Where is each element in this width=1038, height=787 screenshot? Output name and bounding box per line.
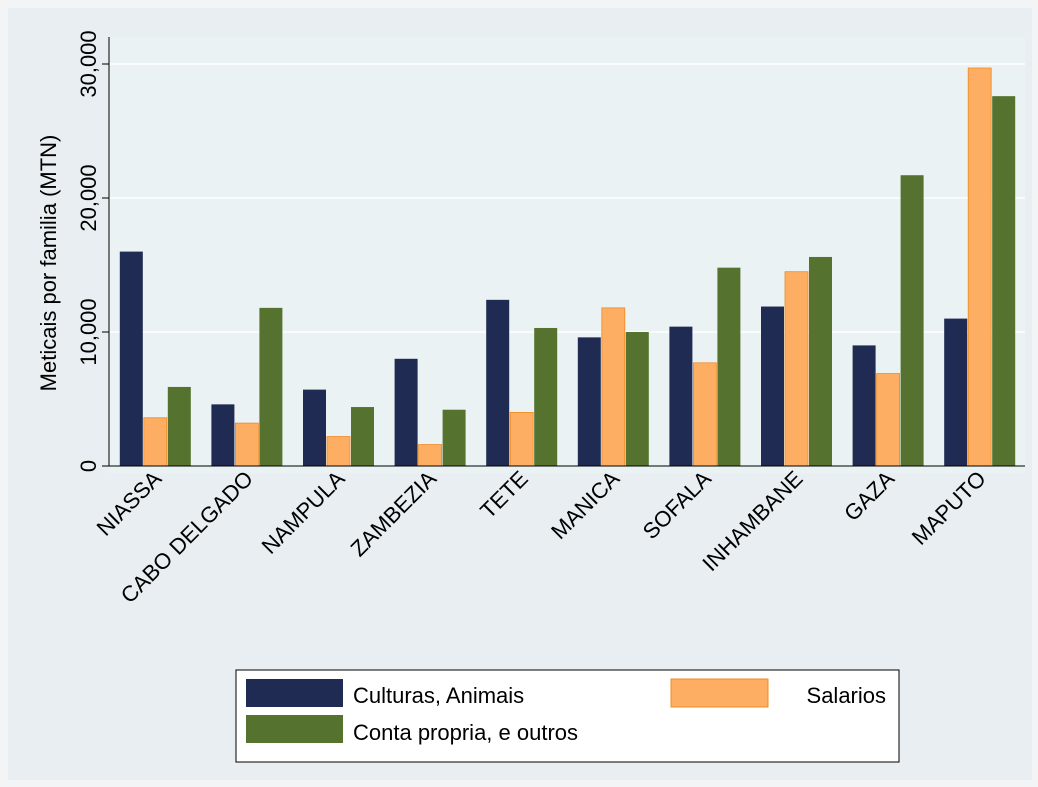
legend-box	[235, 669, 900, 763]
chart-frame: 0 10,000 20,000 30,000 NIASSA CABO DELGADO NA…	[8, 8, 1032, 780]
legend-label: Conta propria, e outros	[353, 720, 578, 745]
bar	[876, 373, 900, 467]
bar	[394, 358, 418, 466]
x-tick-label: GAZA	[839, 466, 899, 526]
y-tick-label: 30,000	[76, 30, 101, 97]
y-tick-label: 20,000	[76, 164, 101, 231]
bar	[625, 332, 649, 466]
bar	[577, 337, 601, 466]
y-tick-label: 0	[76, 460, 101, 472]
bar	[601, 307, 626, 467]
x-tick-label: TETE	[475, 466, 532, 523]
bar	[967, 67, 992, 467]
y-tick-label: 10,000	[76, 298, 101, 365]
bar	[211, 404, 235, 466]
legend-label: Culturas, Animais	[353, 683, 524, 708]
bar	[784, 271, 809, 467]
bar	[717, 267, 741, 466]
legend-swatch	[246, 679, 343, 707]
legend: Culturas, Animais Salarios Conta propria, …	[235, 669, 900, 763]
legend-swatch	[246, 715, 343, 743]
bar	[119, 251, 143, 466]
bar	[259, 307, 283, 466]
bar	[351, 407, 374, 466]
bar	[509, 411, 534, 467]
x-tick-label: NIASSA	[92, 466, 167, 541]
bar	[418, 444, 443, 467]
bar	[992, 96, 1016, 466]
bar	[900, 175, 924, 466]
bar	[809, 256, 832, 466]
legend-swatch	[670, 678, 769, 708]
x-tick-label: MAPUTO	[907, 466, 991, 550]
bar	[693, 362, 717, 467]
bar	[944, 318, 968, 466]
x-tick-label: SOFALA	[638, 466, 716, 544]
x-tick-label: ZAMBEZIA	[346, 466, 442, 562]
bar	[486, 299, 510, 466]
bar	[167, 386, 191, 466]
legend-label: Salarios	[807, 683, 886, 708]
bar	[303, 389, 326, 466]
bar	[143, 417, 168, 467]
bar	[761, 306, 784, 466]
bar	[852, 345, 876, 466]
bar	[442, 409, 466, 466]
bar	[234, 422, 259, 467]
bar	[326, 436, 351, 467]
bar	[534, 327, 558, 466]
x-tick-label: MANICA	[546, 466, 624, 544]
y-axis-label: Meticais por familia (MTN)	[36, 135, 61, 392]
bar	[669, 326, 693, 466]
x-tick-label: NAMPULA	[257, 466, 350, 559]
